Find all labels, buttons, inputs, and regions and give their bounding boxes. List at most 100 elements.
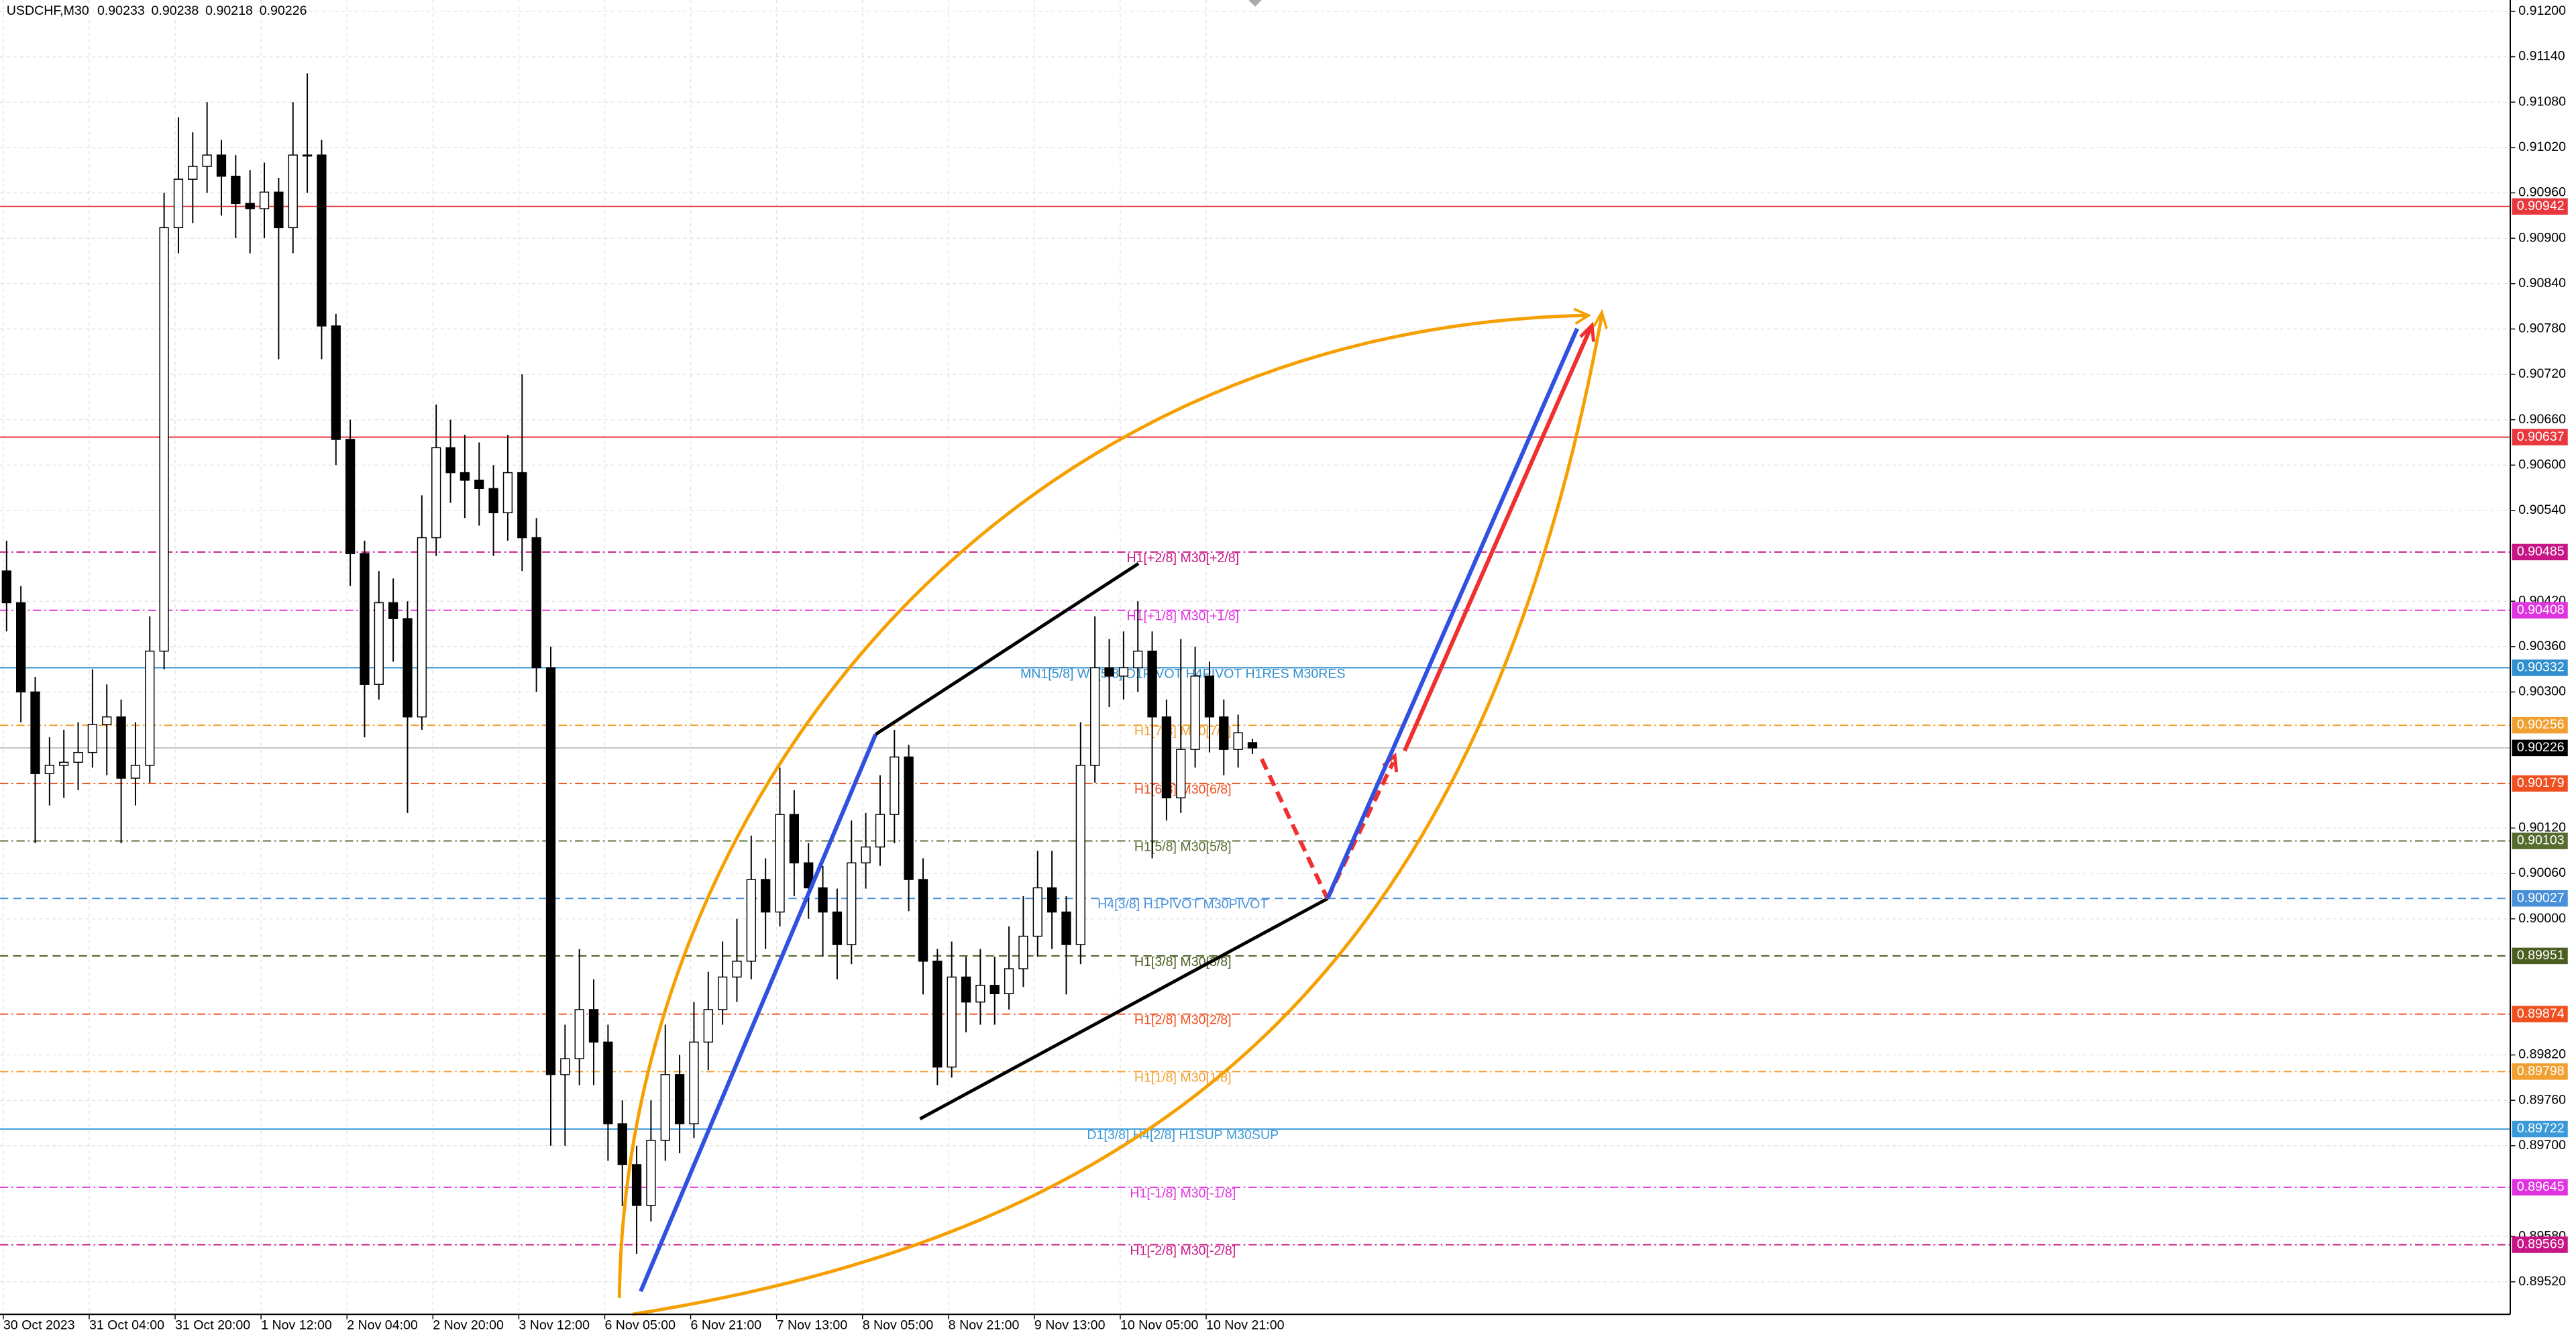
candle-body	[1147, 650, 1157, 718]
candles	[1, 73, 1258, 1254]
price-box	[2512, 198, 2568, 215]
candle-body	[431, 447, 441, 539]
x-tick-label: 8 Nov 21:00	[949, 1318, 1020, 1333]
candle-body	[703, 1009, 713, 1043]
price-box-label: 0.90256	[2517, 717, 2565, 732]
level-label: H1[+1/8] M30[+1/8]	[1126, 609, 1239, 624]
candle-body	[73, 751, 83, 763]
y-tick-label: 0.89760	[2518, 1092, 2566, 1107]
candle-body	[617, 1123, 627, 1165]
candle-body	[961, 976, 971, 1003]
candle-body	[1090, 667, 1100, 766]
trend-line	[639, 733, 878, 1293]
candle-body	[875, 814, 885, 848]
candle-body	[1046, 887, 1057, 913]
shift-marker	[1248, 0, 1262, 7]
orange-arc	[632, 315, 1604, 1316]
candle-body	[660, 1074, 670, 1141]
price-box	[2512, 890, 2568, 907]
level-label: H1[7/8] M30[7/8]	[1134, 724, 1232, 739]
candle-body	[732, 961, 742, 978]
y-tick-label: 0.90300	[2518, 684, 2566, 699]
level-label: H1[-1/8] M30[-1/8]	[1130, 1186, 1236, 1201]
candle-body	[1161, 716, 1172, 799]
candle-body	[746, 879, 756, 962]
price-box	[2512, 429, 2568, 445]
level-label: H4[3/8] H1PIVOT M30PIVOT	[1097, 897, 1268, 912]
current-price-box	[2512, 739, 2568, 757]
projection-line	[1403, 327, 1593, 752]
candle-body	[1075, 765, 1085, 945]
price-box-label: 0.90027	[2517, 890, 2565, 905]
candle-body	[646, 1140, 656, 1206]
y-tick-label: 0.89820	[2518, 1047, 2566, 1062]
price-box	[2512, 775, 2568, 792]
candle-body	[1190, 676, 1200, 750]
x-tick-label: 30 Oct 2023	[3, 1318, 75, 1333]
y-tick-label: 0.90540	[2518, 502, 2566, 517]
candle-body	[474, 480, 484, 489]
candle-body	[890, 756, 900, 815]
x-tick-label: 1 Nov 12:00	[261, 1318, 332, 1333]
candle-body	[1204, 676, 1215, 718]
y-tick-label: 0.90840	[2518, 276, 2566, 290]
candle-body	[59, 761, 69, 766]
candle-body	[517, 472, 527, 539]
candle-body	[775, 814, 785, 913]
candle-body	[1176, 749, 1186, 799]
candle-body	[388, 602, 398, 619]
price-box	[2512, 602, 2568, 619]
candle-body	[44, 765, 54, 774]
candle-body	[445, 447, 455, 474]
x-tick-label: 3 Nov 12:00	[519, 1318, 590, 1333]
x-tick-label: 9 Nov 13:00	[1034, 1318, 1106, 1333]
candle-body	[789, 814, 800, 863]
current-price-label: 0.90226	[2517, 740, 2565, 755]
candle-body	[975, 985, 985, 1003]
candle-body	[159, 227, 169, 652]
price-box-label: 0.89645	[2517, 1179, 2565, 1194]
candle-body	[417, 537, 427, 718]
price-box	[2512, 833, 2568, 849]
candle-body	[674, 1074, 685, 1124]
y-tick-label: 0.91140	[2518, 49, 2565, 64]
x-tick-label: 7 Nov 13:00	[777, 1318, 848, 1333]
candle-body	[918, 879, 928, 962]
level-label: H1[2/8] M30[2/8]	[1134, 1013, 1232, 1028]
price-box	[2512, 1120, 2568, 1138]
x-tick-label: 8 Nov 05:00	[863, 1318, 934, 1333]
candle-body	[259, 191, 270, 209]
candle-body	[804, 862, 814, 889]
candle-body	[989, 985, 1000, 994]
x-tick-label: 6 Nov 05:00	[604, 1318, 676, 1333]
price-box	[2512, 659, 2568, 676]
candle-body	[545, 667, 556, 1075]
candle-body	[689, 1041, 699, 1124]
candle-body	[1133, 650, 1143, 669]
price-box-label: 0.89569	[2517, 1237, 2565, 1252]
candle-body	[818, 887, 828, 913]
price-box-label: 0.89951	[2517, 948, 2565, 963]
candle-body	[574, 1009, 584, 1059]
axes	[0, 0, 2512, 1316]
symbol: USDCHF,M30	[7, 3, 89, 18]
arrow-head	[1573, 307, 1592, 325]
price-box	[2512, 947, 2568, 965]
channel-line	[919, 897, 1328, 1120]
candle-body	[402, 618, 413, 718]
level-label: MN1[5/8] W1[5/8] D1PIVOT H4PIVOT H1RES M…	[1020, 666, 1346, 681]
y-tick-label: 0.91200	[2518, 3, 2566, 18]
candle-body	[588, 1009, 599, 1043]
level-label: D1[3/8] H4[2/8] H1SUP M30SUP	[1087, 1128, 1279, 1142]
y-tick-label: 0.90600	[2518, 457, 2566, 472]
candle-body	[1061, 911, 1071, 945]
y-tick-label: 0.91020	[2518, 140, 2566, 154]
x-tick-label: 10 Nov 21:00	[1206, 1318, 1285, 1333]
candle-body	[102, 716, 112, 725]
price-box-label: 0.89722	[2517, 1121, 2565, 1136]
price-box-label: 0.90103	[2517, 833, 2565, 848]
level-label: H1[1/8] M30[1/8]	[1134, 1070, 1232, 1085]
candle-body	[1118, 667, 1128, 677]
candle-body	[488, 488, 498, 514]
